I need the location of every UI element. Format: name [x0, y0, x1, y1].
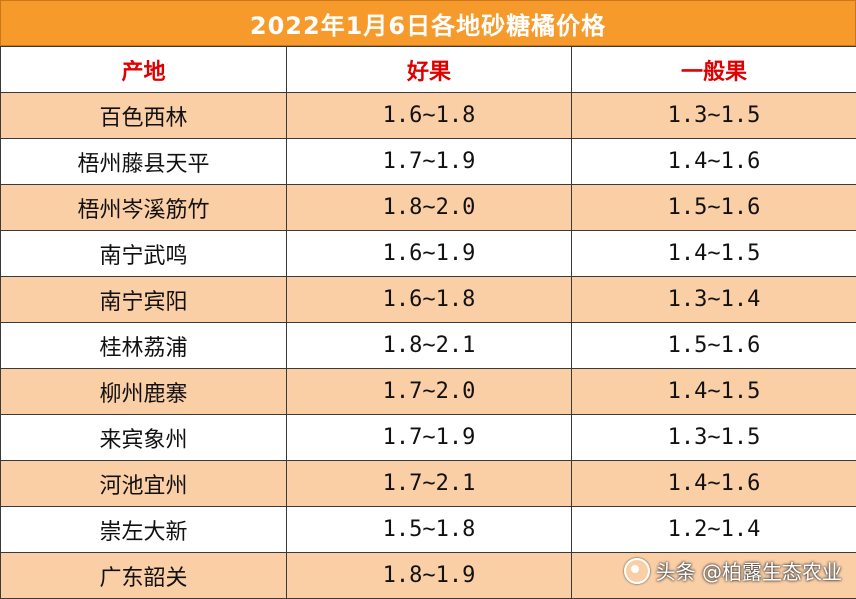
- header-regular-fruit: 一般果: [571, 46, 856, 93]
- good-price-cell: 1.6~1.9: [286, 230, 572, 277]
- table-row: 南宁武鸣 1.6~1.9 1.4~1.5: [0, 230, 856, 277]
- origin-cell: 河池宜州: [0, 460, 287, 507]
- table-row: 百色西林 1.6~1.8 1.3~1.5: [0, 92, 856, 139]
- good-price-cell: 1.7~2.1: [286, 460, 572, 507]
- table-row: 梧州藤县天平 1.7~1.9 1.4~1.6: [0, 138, 856, 185]
- table-row: 梧州岑溪筋竹 1.8~2.0 1.5~1.6: [0, 184, 856, 231]
- regular-price-cell: 1.2~1.4: [571, 506, 856, 553]
- regular-price-cell: 1.3~1.5: [571, 92, 856, 139]
- origin-cell: 梧州藤县天平: [0, 138, 287, 185]
- table-row: 柳州鹿寨 1.7~2.0 1.4~1.5: [0, 368, 856, 415]
- origin-cell: 来宾象州: [0, 414, 287, 461]
- origin-cell: 南宁武鸣: [0, 230, 287, 277]
- good-price-cell: 1.6~1.8: [286, 92, 572, 139]
- origin-cell: 柳州鹿寨: [0, 368, 287, 415]
- watermark-text: 头条 @柏露生态农业: [655, 560, 842, 584]
- good-price-cell: 1.8~2.0: [286, 184, 572, 231]
- table-title: 2022年1月6日各地砂糖橘价格: [0, 0, 856, 46]
- table-row: 桂林荔浦 1.8~2.1 1.5~1.6: [0, 322, 856, 369]
- regular-price-cell: 1.4~1.6: [571, 138, 856, 185]
- header-good-fruit: 好果: [286, 46, 572, 93]
- header-row: 产地 好果 一般果: [0, 46, 856, 93]
- regular-price-cell: 1.3~1.5: [571, 414, 856, 461]
- regular-price-cell: 1.5~1.6: [571, 184, 856, 231]
- regular-price-cell: 1.4~1.5: [571, 368, 856, 415]
- origin-cell: 梧州岑溪筋竹: [0, 184, 287, 231]
- camera-lens-icon: [623, 557, 650, 584]
- good-price-cell: 1.8~1.9: [286, 552, 572, 599]
- good-price-cell: 1.5~1.8: [286, 506, 572, 553]
- good-price-cell: 1.8~2.1: [286, 322, 572, 369]
- regular-price-cell: [571, 552, 856, 599]
- origin-cell: 桂林荔浦: [0, 322, 287, 369]
- table-row: 河池宜州 1.7~2.1 1.4~1.6: [0, 460, 856, 507]
- table-row: 南宁宾阳 1.6~1.8 1.3~1.4: [0, 276, 856, 323]
- regular-price-cell: 1.4~1.6: [571, 460, 856, 507]
- regular-price-cell: 1.5~1.6: [571, 322, 856, 369]
- origin-cell: 广东韶关: [0, 552, 287, 599]
- table-row: 广东韶关 1.8~1.9: [0, 552, 856, 599]
- header-origin: 产地: [0, 46, 287, 93]
- good-price-cell: 1.7~1.9: [286, 414, 572, 461]
- price-table: 产地 好果 一般果 百色西林 1.6~1.8 1.3~1.5 梧州藤县天平 1.…: [0, 46, 856, 599]
- table-row: 来宾象州 1.7~1.9 1.3~1.5: [0, 414, 856, 461]
- origin-cell: 百色西林: [0, 92, 287, 139]
- watermark: 头条 @柏露生态农业: [623, 556, 842, 585]
- regular-price-cell: 1.3~1.4: [571, 276, 856, 323]
- table-row: 崇左大新 1.5~1.8 1.2~1.4: [0, 506, 856, 553]
- origin-cell: 崇左大新: [0, 506, 287, 553]
- regular-price-cell: 1.4~1.5: [571, 230, 856, 277]
- good-price-cell: 1.7~2.0: [286, 368, 572, 415]
- good-price-cell: 1.6~1.8: [286, 276, 572, 323]
- origin-cell: 南宁宾阳: [0, 276, 287, 323]
- good-price-cell: 1.7~1.9: [286, 138, 572, 185]
